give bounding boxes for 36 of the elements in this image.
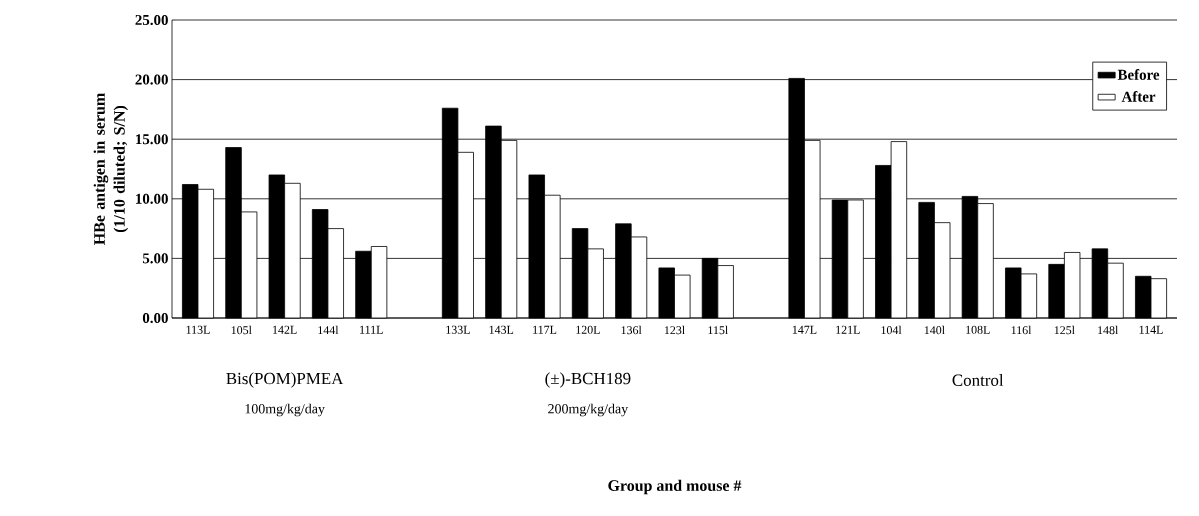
text: Bis(POM)PMEA bbox=[226, 372, 344, 388]
x-tick-label: 144l bbox=[318, 325, 339, 335]
y-tick-label: 15.00 bbox=[136, 134, 168, 145]
x-tick-label: 147L bbox=[792, 325, 817, 334]
text: 100mg/kg/day bbox=[245, 403, 325, 417]
x-tick-label: 123l bbox=[664, 325, 685, 335]
x-tick-label: 136l bbox=[621, 325, 642, 335]
y-axis-title: HBe antigen in serum (1/10 diluted; S/N) bbox=[93, 93, 129, 245]
x-tick-label: 105l bbox=[231, 325, 252, 335]
x-tick-label: 121L bbox=[836, 325, 860, 334]
y-tick-label: 5.00 bbox=[142, 253, 168, 264]
y-tick-label: 0.00 bbox=[142, 312, 168, 324]
x-tick-label: 143L bbox=[489, 325, 514, 334]
x-tick-label: 111L bbox=[360, 325, 383, 334]
x-tick-label: 104l bbox=[881, 325, 902, 335]
y-tick-label: 10.00 bbox=[136, 193, 168, 204]
legend-label: After bbox=[1121, 91, 1156, 102]
x-tick-label: 113L bbox=[186, 325, 210, 334]
x-tick-label: 142L bbox=[273, 325, 297, 334]
x-tick-label: 120L bbox=[576, 325, 600, 334]
x-tick-label: 133L bbox=[446, 325, 470, 334]
text: Control bbox=[952, 374, 1004, 386]
x-tick-label: 140l bbox=[924, 325, 945, 335]
x-tick-label: 108L bbox=[966, 325, 990, 334]
text: (±)-BCH189 bbox=[545, 372, 631, 388]
text: Group and mouse # bbox=[608, 479, 742, 495]
x-tick-label: 115l bbox=[708, 325, 728, 335]
x-tick-label: 117L bbox=[533, 325, 557, 334]
text: 200mg/kg/day bbox=[548, 403, 629, 417]
x-tick-label: 116l bbox=[1011, 325, 1032, 335]
x-tick-label: 148l bbox=[1098, 325, 1119, 335]
y-tick-label: 25.00 bbox=[135, 14, 168, 26]
legend-label: Before bbox=[1117, 69, 1160, 80]
x-tick-label: 125l bbox=[1054, 325, 1075, 335]
y-tick-label: 20.00 bbox=[135, 74, 168, 85]
x-tick-label: 114L bbox=[1139, 325, 1163, 334]
